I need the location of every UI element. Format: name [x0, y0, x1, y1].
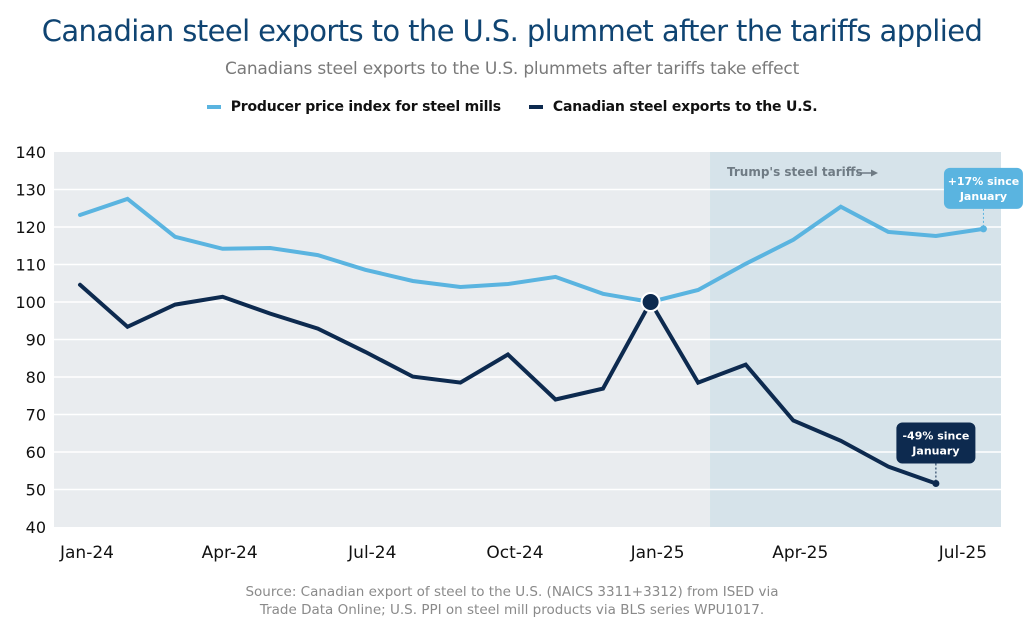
callout-box-exports [896, 422, 976, 464]
legend-item-exports: Canadian steel exports to the U.S. [528, 99, 818, 115]
legend-item-ppi: Producer price index for steel mills [206, 99, 501, 115]
x-tick-label: Apr-25 [772, 543, 828, 563]
callout-text-line2: January [911, 445, 959, 458]
chart-title: Canadian steel exports to the U.S. plumm… [41, 14, 983, 48]
y-tick-label: 70 [26, 406, 46, 425]
callout-text-line1: +17% since [948, 175, 1020, 188]
source-note: Source: Canadian export of steel to the … [0, 583, 1024, 619]
callout-box-ppi [943, 167, 1023, 209]
source-line-1: Source: Canadian export of steel to the … [245, 584, 779, 600]
base-index-marker [640, 292, 661, 312]
y-tick-label: 130 [15, 181, 46, 200]
x-tick-label: Jan-25 [630, 543, 685, 563]
x-tick-label: Oct-24 [486, 543, 543, 563]
y-tick-label: 100 [15, 293, 46, 312]
source-line-2: Trade Data Online; U.S. PPI on steel mil… [259, 602, 765, 618]
arrow-head-icon [871, 169, 878, 177]
callout-text-line1: -49% since [902, 430, 969, 443]
tariff-region-label: Trump's steel tariffs [727, 165, 863, 179]
legend-label-exports: Canadian steel exports to the U.S. [552, 99, 818, 115]
x-tick-label: Jan-24 [59, 543, 114, 563]
series-line-exports [78, 282, 938, 486]
x-tick-label: Jul-24 [347, 543, 396, 563]
y-tick-label: 110 [15, 256, 46, 275]
endpoint-dot-ppi [979, 225, 987, 233]
y-tick-label: 90 [26, 331, 46, 350]
x-tick-label: Apr-24 [202, 543, 258, 563]
legend: Producer price index for steel mills Can… [0, 99, 1024, 115]
legend-swatch-ppi [206, 105, 221, 109]
series-line-ppi [78, 196, 986, 305]
y-tick-label: 40 [26, 518, 46, 537]
y-tick-label: 80 [26, 368, 46, 387]
y-tick-label: 120 [15, 218, 46, 237]
y-tick-label: 140 [15, 143, 46, 162]
callout-text-line2: January [959, 190, 1007, 203]
endpoint-dot-exports [932, 480, 940, 487]
y-tick-label: 50 [26, 481, 46, 500]
legend-swatch-exports [528, 105, 543, 109]
y-tick-label: 60 [26, 443, 46, 462]
legend-label-ppi: Producer price index for steel mills [230, 99, 501, 115]
x-tick-label: Jul-25 [938, 543, 987, 563]
chart-subtitle: Canadians steel exports to the U.S. plum… [224, 59, 800, 79]
